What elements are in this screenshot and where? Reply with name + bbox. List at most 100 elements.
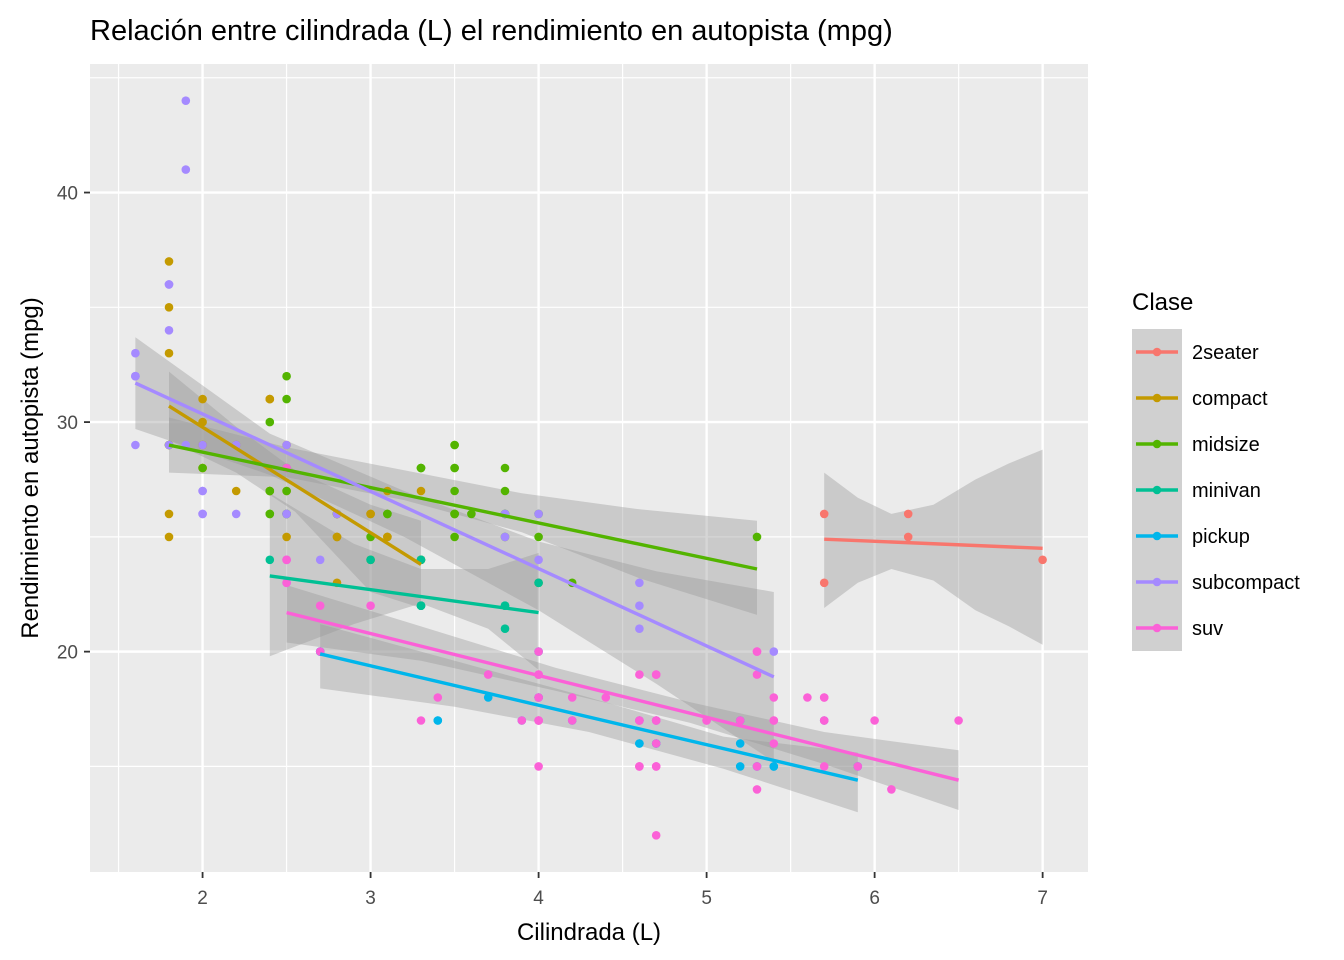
point-midsize [467,509,476,519]
fit-line-midsize [168,443,758,571]
point-compact [198,394,207,404]
point-suv [735,716,745,725]
point-pickup [769,762,779,771]
point-midsize [416,463,426,473]
point-compact [164,532,174,542]
point-suv [282,578,291,588]
point-suv [635,762,644,771]
legend-label: compact [1192,388,1268,410]
y-tick-label: 20 [57,643,78,664]
fit-line-pickup [319,652,859,782]
point-compact [265,394,275,404]
point-minivan [265,555,275,565]
x-axis: 2 3 4 5 6 7 [197,872,1048,909]
point-subcompact [131,371,140,381]
legend-item-2seater: 2seater [1136,342,1259,364]
point-midsize [450,440,459,450]
point-subcompact [534,555,543,565]
point-midsize [450,509,459,519]
fit-line-minivan [269,574,539,615]
point-suv [651,670,661,679]
point-suv [534,647,543,656]
legend-item-minivan: minivan [1136,480,1261,502]
x-axis-title: Cilindrada (L) [517,919,661,946]
legend-title: Clase [1132,289,1193,316]
legend-key-point [1152,347,1162,357]
point-minivan [366,555,375,565]
point-suv [635,670,644,679]
point-compact [164,348,174,358]
point-suv [803,693,812,702]
legend-label: 2seater [1192,342,1259,364]
point-suv [954,716,963,725]
point-subcompact [131,348,140,358]
data-points [131,96,1047,840]
point-subcompact [181,165,191,174]
point-suv [433,693,443,702]
point-suv [651,762,661,771]
point-minivan [534,578,543,588]
legend-label: suv [1192,618,1223,640]
point-suv [601,693,611,702]
point-suv [567,693,577,702]
point-compact [164,509,174,519]
legend-label: midsize [1192,434,1260,456]
legend-label: subcompact [1192,572,1300,594]
point-suv [870,716,879,725]
band-compact [169,371,421,608]
point-suv [534,693,543,702]
legend-items: 2seater compact midsize minivan pickup subcom… [1136,342,1300,640]
point-midsize [450,532,459,542]
point-suv [483,670,493,679]
point-midsize [265,417,275,427]
point-suv [752,670,762,679]
point-compact [416,486,426,496]
band-2seater [824,449,1043,645]
y-tick-label: 30 [57,413,78,434]
point-subcompact [164,326,174,335]
legend-key-point [1152,623,1162,633]
fit-line-suv [286,610,960,782]
point-suv [769,693,779,702]
point-pickup [635,739,644,748]
chart-title: Relación entre cilindrada (L) el rendimi… [90,15,893,47]
point-suv [567,716,577,725]
point-suv [651,716,661,725]
y-axis-title: Rendimiento en autopista (mpg) [17,297,44,639]
y-tick-label: 40 [57,184,78,205]
point-pickup [433,716,443,725]
fit-line-2seater [824,537,1043,551]
point-suv [534,762,543,771]
point-subcompact [231,509,241,519]
point-midsize [282,394,291,404]
point-suv [315,601,325,610]
point-subcompact [131,440,140,450]
point-compact [383,532,392,542]
fit-line-subcompact [134,381,775,679]
point-midsize [450,463,459,473]
point-suv [416,716,426,725]
point-2seater [819,578,829,588]
point-suv [752,647,762,656]
point-subcompact [635,601,644,610]
point-subcompact [635,624,644,633]
point-subcompact [282,440,291,450]
point-suv [887,785,896,794]
point-midsize [282,486,291,496]
legend-item-subcompact: subcompact [1136,572,1300,594]
legend-key-point [1152,577,1162,587]
legend-key-point [1152,393,1162,403]
legend-item-midsize: midsize [1136,434,1260,456]
point-suv [534,716,543,725]
point-midsize [534,532,543,542]
point-suv [635,716,644,725]
point-2seater [819,509,829,519]
point-suv [366,601,375,610]
legend-key-point [1152,485,1162,495]
point-compact [366,509,375,519]
point-suv [517,716,527,725]
point-minivan [416,601,426,610]
point-midsize [500,463,510,473]
y-axis: 20 30 40 [57,184,90,664]
